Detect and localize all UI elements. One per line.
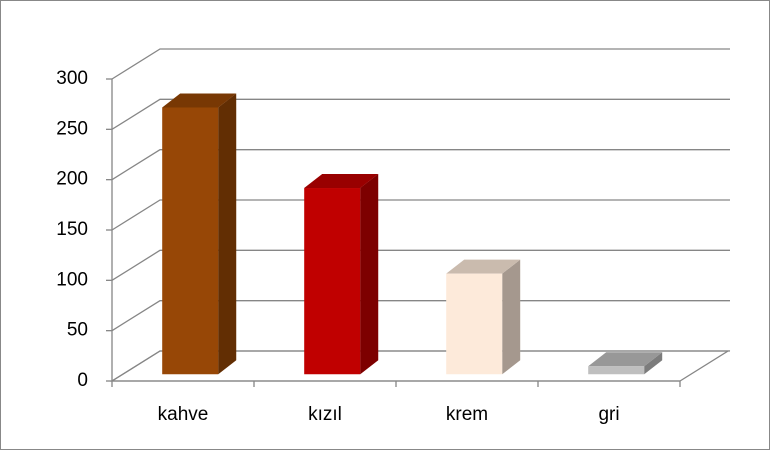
grid-line (111, 98, 730, 130)
bar-side-shade (218, 93, 237, 375)
bar-side-shade (502, 259, 521, 375)
grid-line (111, 48, 730, 80)
grid-line (111, 199, 730, 231)
y-tick-label: 150 (56, 219, 88, 240)
x-tick-label: krem (446, 404, 488, 425)
bar-top (304, 174, 379, 189)
bar-top-shade (304, 174, 379, 189)
bar (588, 366, 645, 375)
y-tick-label: 50 (67, 320, 88, 341)
grid-line (111, 249, 730, 281)
bar (162, 107, 219, 375)
bar (304, 188, 361, 375)
bar (446, 273, 503, 375)
grid-line (111, 350, 730, 382)
x-tick-label: gri (598, 404, 619, 425)
y-tick-label: 100 (56, 269, 88, 290)
bar-side (360, 174, 379, 375)
y-tick-label: 0 (77, 370, 88, 391)
x-tick-label: kahve (158, 404, 209, 425)
bar-top-shade (446, 259, 521, 274)
x-tick-label: kızıl (308, 404, 342, 425)
grid-line (111, 149, 730, 181)
bar-top-shade (588, 352, 663, 367)
y-tick-label: 200 (56, 169, 88, 190)
bar-side (502, 259, 521, 375)
grid-line (111, 300, 730, 332)
bar-top (446, 259, 521, 274)
y-tick-label: 300 (56, 68, 88, 89)
bar-side (644, 352, 663, 375)
bar-top-shade (162, 93, 237, 108)
bar-side-shade (644, 352, 663, 375)
bar-side (218, 93, 237, 375)
bar-top (162, 93, 237, 108)
bar-side-shade (360, 174, 379, 375)
y-tick-label: 250 (56, 118, 88, 139)
bar-top (588, 352, 663, 367)
